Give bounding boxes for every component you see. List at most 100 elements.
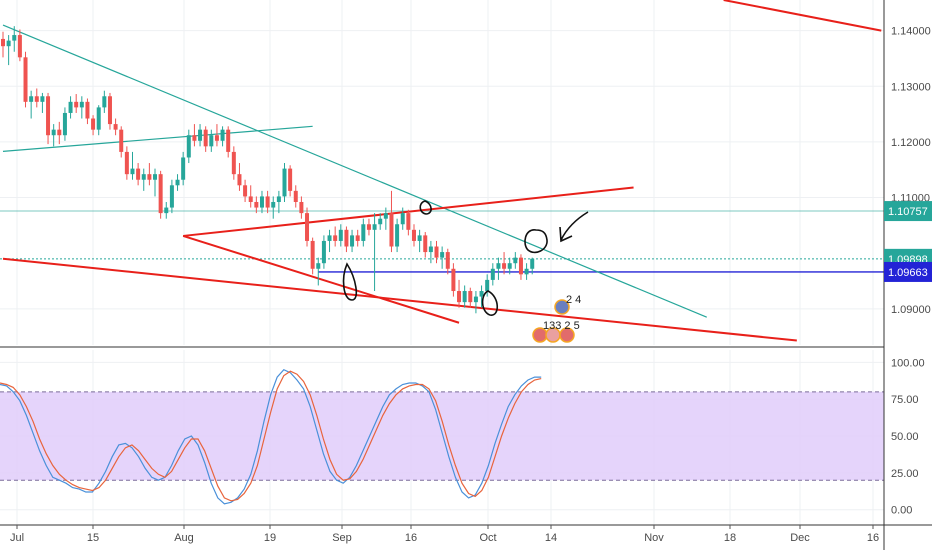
candle-body [175, 179, 180, 186]
candle-body [434, 246, 439, 258]
candle-body [153, 174, 158, 180]
candle-body [181, 157, 186, 180]
candle [316, 257, 321, 286]
candle [17, 29, 22, 62]
main-grid [0, 0, 884, 345]
trendline-2[interactable] [2, 125, 313, 152]
main-pane[interactable]: 2 4 133 2 5 [0, 0, 884, 345]
candle [355, 229, 360, 247]
candle-body [46, 96, 51, 136]
candle [445, 248, 450, 275]
candle-body [141, 174, 146, 180]
candle [513, 252, 518, 269]
trendline-5[interactable] [2, 257, 797, 342]
price-label-box [884, 201, 932, 222]
candle [254, 196, 259, 214]
hand-drawn-annotations[interactable] [342, 200, 589, 316]
stoch-k-line [0, 368, 542, 505]
price-tick-label: 1.14000 [891, 26, 931, 38]
candle [502, 252, 507, 275]
trendline-4[interactable] [182, 234, 460, 324]
candle [12, 26, 17, 52]
candle-body [327, 235, 332, 241]
candle [169, 179, 174, 214]
time-tick-label: 19 [264, 532, 276, 544]
oscillator-axis[interactable]: 100.00 75.00 50.00 25.00 0.00 [891, 357, 925, 516]
candle-body [198, 129, 203, 141]
time-tick-label: 18 [724, 532, 736, 544]
candle [136, 163, 141, 186]
time-tick-label: Aug [174, 532, 194, 544]
candle [451, 263, 456, 297]
candle [46, 92, 51, 145]
trendlines[interactable] [2, 0, 882, 342]
time-tick-label: 14 [545, 532, 557, 544]
candle [186, 129, 191, 164]
candle [198, 124, 203, 147]
candle [411, 224, 416, 247]
candle-body [124, 151, 129, 175]
candle [153, 168, 158, 197]
candle [406, 209, 411, 236]
time-tick-label: 16 [405, 532, 417, 544]
candle [226, 126, 231, 158]
time-tick-label: Dec [790, 532, 810, 544]
candle [344, 226, 349, 253]
overbought-oversold-band [0, 391, 884, 481]
time-axis[interactable]: Jul 15 Aug 19 Sep 16 Oct 14 Nov 18 Dec 16 [10, 525, 879, 544]
drawn-arrow[interactable] [559, 211, 589, 243]
price-label-text: 1.09663 [888, 267, 928, 279]
candle-body [243, 185, 248, 197]
candle [164, 201, 169, 219]
candle [243, 179, 248, 202]
candle-body [57, 129, 62, 136]
candle [214, 124, 219, 147]
candle-body [23, 57, 28, 102]
candle [378, 213, 383, 230]
candle-body [158, 174, 163, 214]
event-badges[interactable]: 2 4 133 2 5 [532, 294, 581, 343]
candle-body [12, 35, 17, 41]
candle [468, 287, 473, 308]
candle-body [107, 96, 112, 125]
drawn-loop-3[interactable] [481, 290, 499, 316]
candles [1, 26, 535, 314]
candle [282, 163, 287, 202]
osc-tick-label: 0.00 [891, 505, 912, 517]
trendline-1[interactable] [2, 24, 707, 318]
time-tick-label: Nov [644, 532, 664, 544]
event-badge-1[interactable]: 2 4 [554, 294, 581, 315]
candle [383, 207, 388, 230]
candle-body [383, 213, 388, 219]
candle-body [34, 96, 39, 102]
candle-body [417, 235, 422, 241]
drawn-loop-2[interactable] [419, 200, 432, 215]
candle [321, 235, 326, 269]
candle-body [451, 268, 456, 292]
candle [288, 165, 293, 197]
time-tick-label: Oct [479, 532, 496, 544]
time-tick-label: Jul [10, 532, 24, 544]
candle-body [293, 190, 298, 202]
event-badge-2[interactable]: 133 2 5 [532, 320, 580, 343]
osc-tick-label: 25.00 [891, 468, 919, 480]
event-badge-2-text: 133 2 5 [543, 320, 580, 332]
candle [462, 285, 467, 308]
stochastic-pane[interactable] [0, 350, 884, 525]
candle [259, 190, 264, 214]
candle [338, 224, 343, 247]
candle [400, 207, 405, 230]
candle-body [350, 235, 355, 247]
drawn-loop-1[interactable] [342, 262, 358, 301]
drawn-circle-target[interactable] [524, 229, 548, 254]
candle [524, 263, 529, 280]
candle-body [361, 224, 366, 241]
candle-body [91, 118, 96, 130]
candle-body [40, 96, 45, 102]
candle-body [209, 135, 214, 147]
candle-body [248, 196, 253, 202]
candle [423, 232, 428, 258]
trendline-6[interactable] [723, 0, 882, 32]
candle [395, 218, 400, 253]
candle [91, 115, 96, 136]
